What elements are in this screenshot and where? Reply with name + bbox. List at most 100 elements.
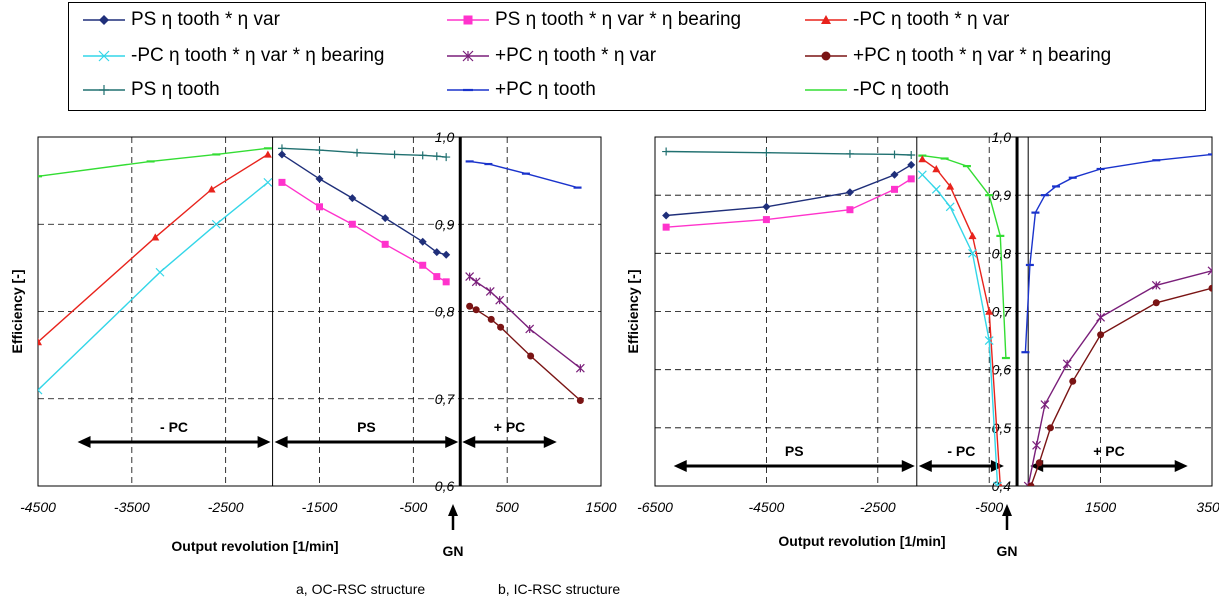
data-point: [263, 177, 273, 187]
plot-frame: [654, 136, 1213, 487]
data-point: [432, 248, 441, 257]
data-point: [495, 295, 505, 305]
data-point: [1035, 459, 1043, 467]
legend-swatch: [447, 88, 489, 92]
data-point: [465, 272, 475, 282]
chart-b: 0,40,50,60,70,80,91,0-6500-4500-2500-500…: [625, 129, 1219, 559]
data-point: [946, 182, 955, 190]
region-label: PS: [785, 443, 804, 459]
x-tick-label: -1500: [302, 499, 338, 515]
data-point: [1062, 359, 1072, 369]
data-point: [890, 170, 899, 179]
data-point: [917, 170, 927, 180]
y-tick-label: 1,0: [992, 129, 1012, 145]
data-point: [1152, 299, 1160, 307]
data-point: [968, 231, 977, 240]
y-tick-label: 0,8: [435, 304, 455, 320]
data-point: [418, 237, 427, 246]
legend-label: PS η tooth * η var: [131, 9, 280, 30]
data-point: [985, 307, 994, 315]
x-tick-label: -2500: [860, 499, 896, 515]
data-point: [433, 273, 441, 281]
series-line: [469, 305, 581, 402]
data-point: [662, 211, 671, 220]
legend-swatch: [83, 15, 125, 25]
x-tick-label: -6500: [637, 499, 673, 515]
legend-swatch: [805, 89, 847, 91]
data-point: [993, 481, 1002, 486]
data-point: [1096, 312, 1106, 322]
chart-legend: PS η tooth * η var PS η tooth * η var * η…: [68, 2, 1206, 111]
legend-marker: [463, 15, 473, 25]
data-point: [419, 261, 427, 269]
legend-label: PS η tooth * η var * η bearing: [495, 9, 742, 30]
y-tick-label: 0,9: [992, 187, 1012, 203]
data-point: [662, 223, 670, 231]
legend-swatch: [83, 85, 125, 95]
region-label: + PC: [494, 419, 526, 435]
legend-item: -PC η tooth * η var: [803, 7, 1009, 33]
x-tick-label: 1500: [585, 499, 616, 515]
data-point: [1069, 377, 1077, 385]
data-point: [1097, 331, 1105, 339]
x-tick-label: -3500: [114, 499, 150, 515]
legend-label: -PC η tooth: [853, 79, 950, 100]
data-point: [418, 151, 427, 160]
series-line: [38, 153, 269, 343]
region-arrow: [918, 460, 1004, 472]
data-point: [278, 178, 286, 186]
legend-item: +PC η tooth * η var * η bearing: [803, 43, 1111, 69]
series-line: [921, 158, 1001, 486]
legend-label: PS η tooth: [131, 79, 220, 100]
data-point: [576, 396, 584, 404]
data-point: [348, 194, 357, 203]
series-line: [469, 276, 581, 369]
data-point: [38, 338, 42, 346]
series-line: [666, 150, 912, 156]
gn-arrow-head: [448, 504, 458, 516]
data-point: [527, 352, 535, 360]
x-tick-label: -500: [975, 499, 1003, 515]
data-point: [890, 150, 899, 159]
y-axis-label: Efficiency [-]: [9, 269, 25, 353]
legend-label: -PC η tooth * η var: [853, 9, 1010, 30]
data-point: [381, 240, 389, 248]
legend-swatch: [805, 51, 847, 61]
legend-item: -PC η tooth * η var * η bearing: [81, 43, 384, 69]
caption-b: b, IC-RSC structure: [498, 581, 621, 597]
data-point: [762, 202, 771, 211]
legend-item: +PC η tooth * η var: [445, 43, 656, 69]
data-point: [891, 185, 899, 193]
chart-a: 0,6 0,7 0,8 0,9 1,0 -4500 -3500 -2500 -1500 -500 5…: [9, 129, 617, 559]
gn-arrow-head: [1002, 504, 1012, 516]
caption-a: a, OC-RSC structure: [296, 581, 426, 597]
data-point: [485, 287, 495, 296]
y-axis-label: Efficiency [-]: [625, 269, 641, 353]
data-point: [353, 148, 362, 157]
legend-label: +PC η tooth * η var: [495, 45, 657, 66]
series-line: [38, 147, 268, 177]
legend-swatch: [83, 50, 125, 62]
region-label: - PC: [947, 443, 975, 459]
data-point: [1046, 424, 1054, 432]
region-arrow: [673, 460, 915, 472]
legend-marker: [821, 51, 831, 61]
x-axis-label: Output revolution [1/min]: [171, 538, 338, 554]
gn-label: GN: [443, 543, 464, 559]
y-tick-label: 0,7: [992, 304, 1013, 320]
y-tick-label: 0,6: [435, 478, 455, 494]
data-point: [442, 250, 451, 259]
series-line: [469, 160, 578, 189]
data-point: [932, 164, 941, 173]
legend-item: PS η tooth * η var * η bearing: [445, 7, 741, 33]
x-tick-label: -4500: [20, 499, 56, 515]
region-arrow: [462, 436, 557, 448]
data-point: [263, 150, 272, 158]
region-label: - PC: [160, 419, 188, 435]
data-point: [471, 277, 481, 287]
data-point: [155, 267, 165, 277]
series-line: [921, 174, 999, 486]
data-point: [390, 150, 399, 159]
data-point: [984, 336, 994, 346]
data-point: [487, 315, 495, 323]
